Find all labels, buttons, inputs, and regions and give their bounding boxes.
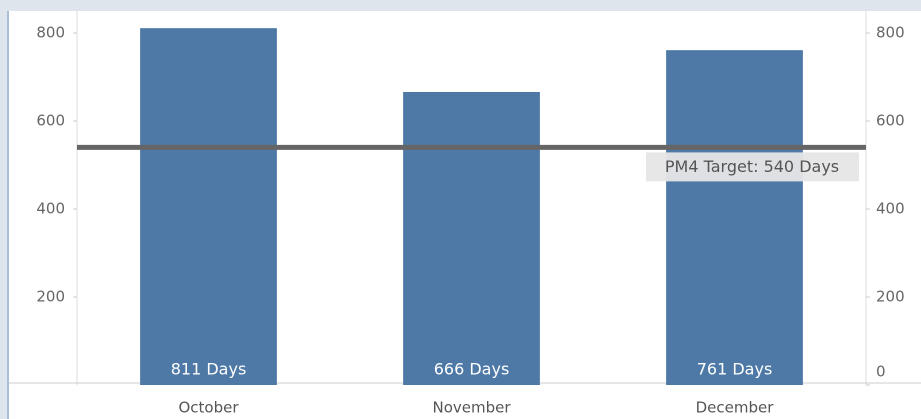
bar xyxy=(403,91,540,386)
y2-tick-label: 600 xyxy=(876,112,905,130)
bar xyxy=(666,50,803,385)
y2-tick-label: 800 xyxy=(876,24,905,42)
reference-label-box xyxy=(646,152,859,182)
data-label: 666 Days xyxy=(434,360,510,379)
y2-tick-label: 400 xyxy=(876,200,905,218)
data-label: 811 Days xyxy=(171,360,247,379)
y2-tick-label: 200 xyxy=(876,288,905,306)
y-tick-label: 200 xyxy=(36,288,65,306)
left-band xyxy=(0,0,9,419)
data-label: 761 Days xyxy=(697,360,773,379)
x-tick-label: November xyxy=(432,399,511,417)
y-tick-label: 600 xyxy=(36,112,65,130)
y-tick-label: 800 xyxy=(36,24,65,42)
top-band xyxy=(0,0,921,11)
reference-label: PM4 Target: 540 Days xyxy=(665,157,839,176)
y-tick-label: 400 xyxy=(36,200,65,218)
x-tick-label: October xyxy=(178,399,239,417)
x-tick-label: December xyxy=(696,399,775,417)
bar xyxy=(140,28,277,385)
y2-tick-label: 0 xyxy=(876,363,886,381)
